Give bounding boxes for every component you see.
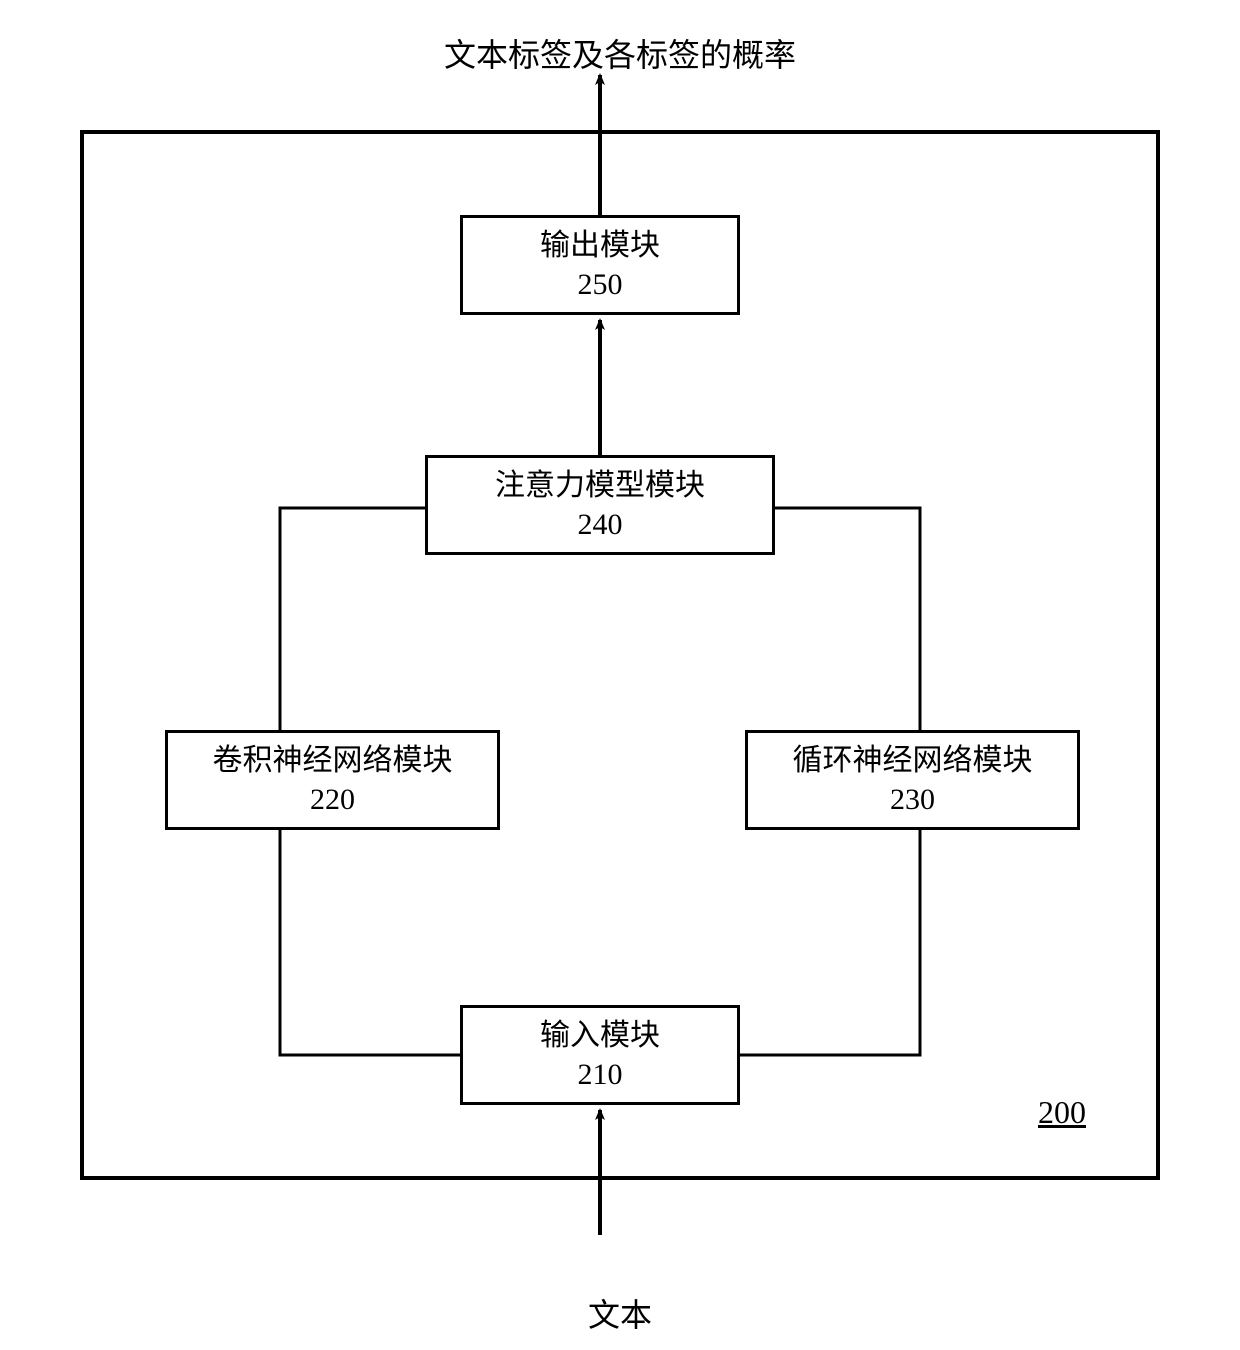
module-attention: 注意力模型模块 240	[425, 455, 775, 555]
module-cnn-title: 卷积神经网络模块	[213, 741, 453, 780]
module-rnn-title: 循环神经网络模块	[793, 741, 1033, 780]
module-input-number: 210	[578, 1055, 623, 1094]
module-input: 输入模块 210	[460, 1005, 740, 1105]
module-cnn-number: 220	[310, 780, 355, 819]
input-label: 文本	[0, 1290, 1240, 1336]
module-rnn-number: 230	[890, 780, 935, 819]
module-input-title: 输入模块	[540, 1016, 660, 1055]
system-id: 200	[1038, 1094, 1086, 1131]
module-output-number: 250	[578, 265, 623, 304]
module-attention-title: 注意力模型模块	[495, 466, 705, 505]
module-attention-number: 240	[578, 505, 623, 544]
module-cnn: 卷积神经网络模块 220	[165, 730, 500, 830]
diagram-root: 文本标签及各标签的概率 200 输出模块 250 注意力模型模块 240 卷积神…	[0, 0, 1240, 1350]
output-label: 文本标签及各标签的概率	[0, 30, 1240, 76]
module-rnn: 循环神经网络模块 230	[745, 730, 1080, 830]
module-output: 输出模块 250	[460, 215, 740, 315]
module-output-title: 输出模块	[540, 226, 660, 265]
